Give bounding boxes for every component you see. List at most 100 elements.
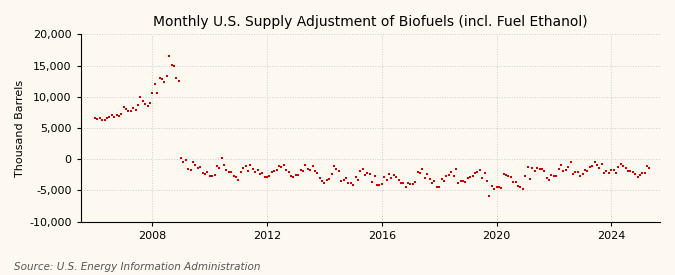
Point (128, 106, 138, 110)
Point (431, 185, 442, 189)
Point (130, 108, 141, 112)
Point (419, 176, 430, 180)
Point (92, 116, 103, 121)
Title: Monthly U.S. Supply Adjustment of Biofuels (incl. Fuel Ethanol): Monthly U.S. Supply Adjustment of Biofue… (153, 15, 588, 29)
Point (290, 172, 301, 177)
Point (570, 170, 580, 174)
Point (161, 74, 172, 78)
Point (580, 167, 591, 172)
Point (422, 172, 433, 176)
Point (383, 172, 394, 177)
Point (506, 175, 516, 179)
Point (173, 78, 184, 83)
Point (121, 106, 132, 111)
Point (554, 166, 564, 171)
Point (606, 168, 617, 173)
Point (154, 75, 165, 80)
Point (520, 174, 531, 178)
Point (563, 165, 574, 169)
Point (608, 168, 619, 172)
Point (116, 112, 127, 116)
Point (147, 91, 158, 95)
Point (335, 178, 346, 183)
Point (107, 113, 117, 117)
Point (450, 166, 461, 171)
Point (613, 164, 624, 169)
Point (369, 174, 380, 179)
Point (159, 80, 169, 84)
Point (126, 108, 136, 113)
Point (541, 176, 552, 180)
Point (439, 179, 450, 183)
Point (142, 103, 153, 108)
Point (639, 170, 650, 175)
Point (202, 170, 213, 174)
Point (414, 171, 425, 175)
Y-axis label: Thousand Barrels: Thousand Barrels (15, 79, 25, 177)
Point (410, 180, 421, 185)
Point (620, 165, 631, 170)
Point (362, 171, 373, 176)
Point (477, 176, 487, 180)
Point (276, 165, 287, 169)
Point (286, 174, 296, 178)
Point (343, 181, 354, 185)
Point (472, 170, 483, 174)
Point (257, 171, 268, 175)
Point (135, 95, 146, 99)
Point (293, 173, 304, 178)
Point (99, 118, 110, 122)
Point (377, 182, 387, 186)
Point (113, 114, 124, 118)
Point (627, 170, 638, 174)
Point (489, 186, 500, 191)
Point (295, 168, 306, 172)
Point (250, 170, 261, 174)
Point (565, 160, 576, 164)
Point (527, 166, 538, 170)
Point (228, 174, 239, 179)
Point (398, 181, 409, 185)
Point (302, 167, 313, 171)
Point (453, 181, 464, 185)
Point (470, 171, 481, 175)
Point (632, 175, 643, 179)
Point (529, 169, 540, 173)
Point (185, 167, 196, 172)
Point (577, 172, 588, 176)
Point (467, 174, 478, 178)
Point (591, 163, 602, 167)
Point (601, 168, 612, 173)
Point (360, 173, 371, 177)
Point (630, 172, 641, 176)
Point (522, 164, 533, 169)
Point (379, 175, 389, 179)
Point (298, 169, 308, 173)
Point (551, 173, 562, 178)
Point (515, 185, 526, 189)
Point (388, 172, 399, 177)
Point (101, 116, 112, 120)
Point (350, 174, 361, 179)
Point (188, 160, 198, 164)
Point (233, 178, 244, 182)
Point (259, 175, 270, 179)
Point (264, 174, 275, 178)
Point (599, 171, 610, 175)
Point (372, 183, 383, 187)
Point (97, 118, 107, 122)
Point (238, 166, 248, 170)
Point (140, 102, 151, 106)
Point (284, 170, 294, 175)
Point (412, 170, 423, 175)
Point (498, 172, 509, 177)
Point (436, 176, 447, 181)
Point (180, 158, 191, 162)
Point (484, 194, 495, 198)
Point (319, 181, 330, 185)
Point (594, 166, 605, 170)
Point (192, 166, 203, 170)
Point (455, 178, 466, 183)
Point (240, 164, 251, 169)
Point (304, 167, 315, 172)
